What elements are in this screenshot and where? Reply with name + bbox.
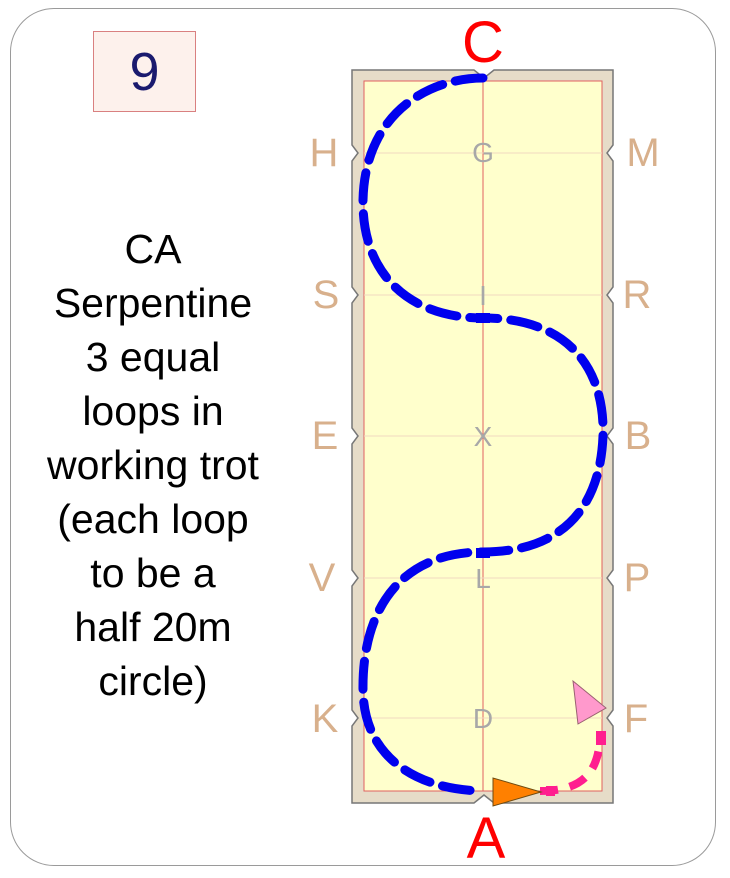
start-arrow-icon (492, 777, 543, 807)
letter-r: R (623, 273, 652, 317)
exercise-number: 9 (129, 41, 160, 102)
start-track-marker (596, 731, 606, 745)
description-line: Serpentine (53, 280, 253, 326)
centerline-crossing-marker (476, 313, 490, 323)
centerline-crossing-marker (476, 548, 490, 558)
description-line: circle) (98, 658, 208, 704)
letter-h: H (310, 131, 339, 175)
letter-a: A (467, 806, 506, 871)
description-line: to be a (90, 550, 216, 596)
start-track-marker (546, 786, 555, 796)
description-line: working trot (47, 442, 259, 488)
letter-c: C (462, 10, 504, 75)
description-line: 3 equal (85, 334, 221, 380)
description-line: (each loop (57, 496, 249, 542)
letter-b: B (625, 414, 652, 458)
end-arrow-icon (572, 679, 607, 725)
serpentine-track (358, 73, 608, 796)
letter-i: I (479, 280, 487, 311)
letter-x: X (474, 421, 493, 452)
exercise-number-badge: 9 (93, 31, 196, 112)
letter-s: S (313, 273, 340, 317)
letter-e: E (312, 414, 339, 458)
letter-m: M (626, 131, 659, 175)
letter-g: G (472, 137, 494, 168)
letter-p: P (624, 556, 651, 600)
letter-v: V (309, 556, 336, 600)
letter-f: F (624, 697, 648, 741)
letter-d: D (473, 703, 493, 734)
letter-k: K (312, 697, 339, 741)
description-line: CA (124, 226, 182, 272)
description-line: loops in (82, 388, 224, 434)
letter-l: L (475, 563, 491, 594)
exercise-description: CA Serpentine 3 equal loops in working t… (20, 222, 286, 708)
description-line: half 20m (74, 604, 232, 650)
